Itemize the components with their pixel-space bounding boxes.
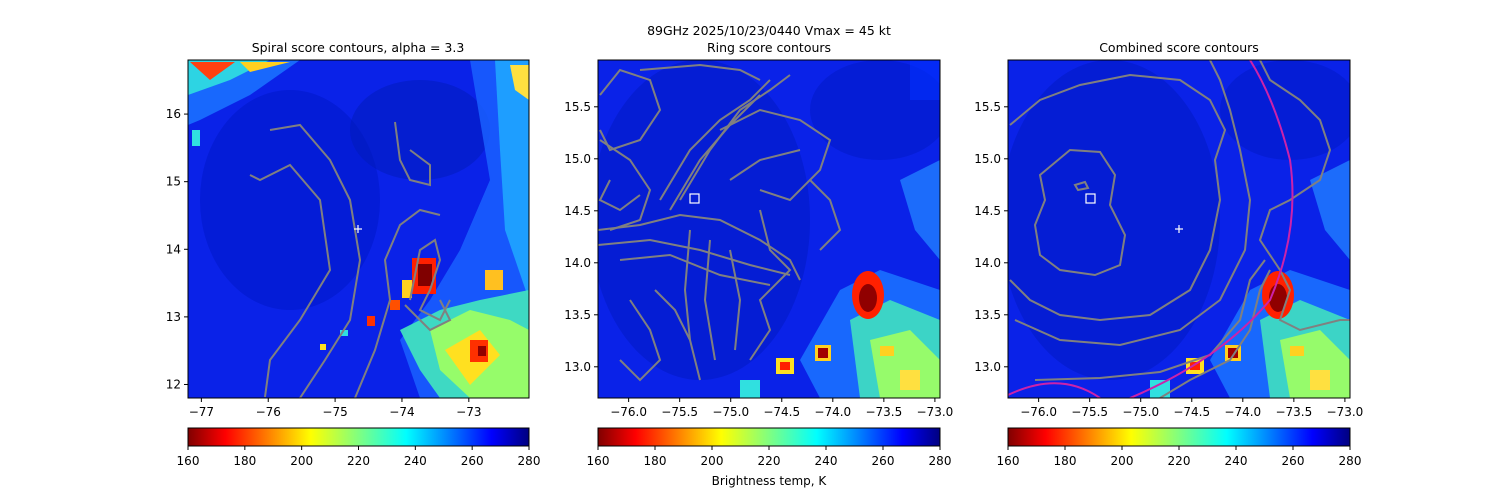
panel-3-axes: −76.0 −75.5 −75.0 −74.5 −74.0 −73.5 −73.0 13.0 1… — [974, 100, 1363, 419]
y-tick-label: 13.0 — [564, 360, 591, 374]
x-tick-label: −75.0 — [1122, 405, 1159, 419]
colorbar-tick-label: 160 — [177, 454, 200, 468]
panel-3-fit-circle — [1008, 60, 1294, 398]
y-tick-label: 14.0 — [564, 256, 591, 270]
y-tick-label: 13.5 — [564, 308, 591, 322]
x-tick-label: −73 — [456, 405, 481, 419]
x-tick-label: −74.0 — [814, 405, 851, 419]
colorbar-tick-label: 280 — [518, 454, 541, 468]
panel-3-contours — [1009, 60, 1350, 398]
panel-2-axes: −76.0 −75.5 −75.0 −74.5 −74.0 −73.5 −73.0 13.0 1… — [564, 100, 953, 419]
panel-2-center-marker — [689, 193, 700, 204]
y-tick-label: 16 — [166, 107, 181, 121]
colorbar-2: 160 180 200 220 240 260 280 — [587, 427, 952, 468]
x-tick-label: −75 — [322, 405, 347, 419]
colorbar-tick-label: 280 — [929, 454, 952, 468]
colorbar-tick-label: 160 — [587, 454, 610, 468]
colorbar-tick-label: 260 — [461, 454, 484, 468]
panel-1-title: Spiral score contours, alpha = 3.3 — [252, 40, 465, 55]
y-tick-label: 15.5 — [564, 100, 591, 114]
y-tick-label: 15.5 — [974, 100, 1001, 114]
x-tick-label: −74.5 — [763, 405, 800, 419]
panel-1-spiral: −77 −76 −75 −74 −73 12 13 14 15 16 — [166, 59, 530, 419]
figure-suptitle: 89GHz 2025/10/23/0440 Vmax = 45 kt — [647, 23, 891, 38]
panel-3-heatmap — [1008, 60, 1350, 398]
y-tick-label: 14.5 — [564, 204, 591, 218]
y-tick-label: 15.0 — [564, 152, 591, 166]
y-tick-label: 15 — [166, 175, 181, 189]
panel-1-axes: −77 −76 −75 −74 −73 12 13 14 15 16 — [166, 107, 482, 419]
x-tick-label: −75.5 — [1071, 405, 1108, 419]
y-tick-label: 13.5 — [974, 308, 1001, 322]
y-tick-label: 14.5 — [974, 204, 1001, 218]
y-tick-label: 13.0 — [974, 360, 1001, 374]
colorbar-tick-label: 220 — [758, 454, 781, 468]
x-tick-label: −74.5 — [1173, 405, 1210, 419]
colorbar-tick-label: 240 — [1225, 454, 1248, 468]
x-tick-label: −76.0 — [610, 405, 647, 419]
y-tick-label: 14 — [166, 242, 181, 256]
panel-3-center-marker — [1175, 225, 1183, 233]
panel-2-ring: −76.0 −75.5 −75.0 −74.5 −74.0 −73.5 −73.0 13.0 1… — [564, 59, 953, 419]
x-tick-label: −75.5 — [661, 405, 698, 419]
colorbar-tick-label: 260 — [872, 454, 895, 468]
colorbar-3: 160 180 200 220 240 260 280 — [997, 427, 1362, 468]
x-tick-label: −73.0 — [1327, 405, 1364, 419]
panel-1-heatmap — [188, 60, 529, 398]
x-tick-label: −73.5 — [865, 405, 902, 419]
colorbar-tick-label: 200 — [290, 454, 313, 468]
colorbar-tick-label: 180 — [1054, 454, 1077, 468]
colorbar-tick-label: 160 — [997, 454, 1020, 468]
colorbar-tick-label: 200 — [1111, 454, 1134, 468]
colorbar-tick-label: 240 — [404, 454, 427, 468]
colorbar-tick-label: 180 — [644, 454, 667, 468]
colorbar-label: Brightness temp, K — [712, 474, 828, 488]
y-tick-label: 14.0 — [974, 256, 1001, 270]
x-tick-label: −76.0 — [1020, 405, 1057, 419]
x-tick-label: −75.0 — [712, 405, 749, 419]
panel-3-square-marker — [1085, 193, 1096, 204]
panel-3-title: Combined score contours — [1099, 40, 1259, 55]
x-tick-label: −74 — [389, 405, 414, 419]
colorbar-tick-label: 280 — [1339, 454, 1362, 468]
x-tick-label: −73.0 — [917, 405, 954, 419]
panel-2-title: Ring score contours — [707, 40, 831, 55]
x-tick-label: −73.5 — [1275, 405, 1312, 419]
y-tick-label: 12 — [166, 377, 181, 391]
x-tick-label: −76 — [256, 405, 281, 419]
colorbar-tick-label: 260 — [1282, 454, 1305, 468]
y-tick-label: 13 — [166, 310, 181, 324]
y-tick-label: 15.0 — [974, 152, 1001, 166]
panel-2-heatmap — [598, 60, 940, 398]
x-tick-label: −77 — [189, 405, 214, 419]
colorbar-tick-label: 180 — [233, 454, 256, 468]
panel-3-combined: −76.0 −75.5 −75.0 −74.5 −74.0 −73.5 −73.0 13.0 1… — [974, 59, 1363, 419]
colorbar-tick-label: 200 — [701, 454, 724, 468]
colorbar-1: 160 180 200 220 240 260 280 — [177, 427, 541, 468]
x-tick-label: −74.0 — [1224, 405, 1261, 419]
panel-1-center-marker — [354, 225, 362, 233]
colorbar-tick-label: 220 — [347, 454, 370, 468]
panel-2-contours — [598, 63, 842, 382]
colorbar-tick-label: 220 — [1168, 454, 1191, 468]
panel-1-contours — [249, 121, 452, 398]
colorbar-tick-label: 240 — [815, 454, 838, 468]
